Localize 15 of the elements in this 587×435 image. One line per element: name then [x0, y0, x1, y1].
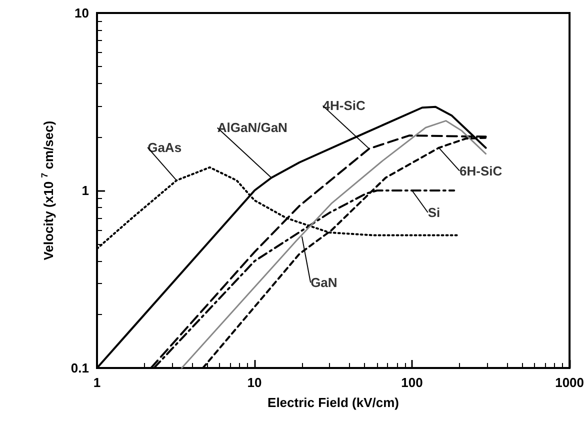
- y-tick-label: 1: [82, 183, 89, 198]
- y-tick-label: 10: [74, 6, 89, 20]
- y-axis-title: Velocity (x10 7 cm/sec): [40, 120, 56, 260]
- annotation: AlGaN/GaN: [217, 120, 288, 136]
- x-tick-label: 100: [401, 375, 423, 390]
- annotation: GaN: [310, 275, 338, 290]
- y-tick-label: 0.1: [70, 360, 89, 376]
- annotation: 6H-SiC: [460, 163, 503, 178]
- annotation: GaAs: [148, 140, 182, 155]
- annotation: 4H-SiC: [322, 98, 366, 114]
- annotation: Si: [428, 205, 440, 220]
- x-tick-label: 1: [93, 375, 101, 390]
- x-axis-title: Electric Field (kV/cm): [268, 395, 400, 410]
- x-tick-label: 10: [247, 375, 262, 390]
- x-tick-label: 1000: [555, 375, 584, 390]
